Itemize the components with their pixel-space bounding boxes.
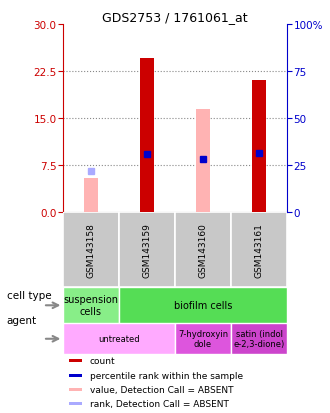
Bar [63,213,119,288]
Text: satin (indol
e-2,3-dione): satin (indol e-2,3-dione) [233,329,285,349]
Text: biofilm cells: biofilm cells [174,301,232,311]
Text: cell type: cell type [7,290,51,300]
Bar [231,213,287,288]
Text: agent: agent [7,315,37,325]
Bar [175,323,231,355]
Bar [63,288,119,323]
Bar [119,288,287,323]
Bar [69,388,82,391]
Text: suspension
cells: suspension cells [63,295,118,316]
Text: 7-hydroxyin
dole: 7-hydroxyin dole [178,329,228,349]
Bar [69,402,82,405]
Bar [69,360,82,363]
Bar [69,374,82,377]
Text: GSM143159: GSM143159 [142,223,151,278]
Bar [231,323,287,355]
Bar [63,323,175,355]
Text: GSM143160: GSM143160 [198,223,208,278]
Bar [196,109,210,213]
Bar [84,178,98,213]
Text: percentile rank within the sample: percentile rank within the sample [90,371,243,380]
Title: GDS2753 / 1761061_at: GDS2753 / 1761061_at [102,11,248,24]
Bar [119,213,175,288]
Text: GSM143158: GSM143158 [86,223,95,278]
Text: count: count [90,356,115,366]
Bar [252,81,266,213]
Text: value, Detection Call = ABSENT: value, Detection Call = ABSENT [90,385,233,394]
Text: untreated: untreated [98,335,140,344]
Text: rank, Detection Call = ABSENT: rank, Detection Call = ABSENT [90,399,228,408]
Text: GSM143161: GSM143161 [254,223,264,278]
Bar [175,213,231,288]
Bar [140,59,154,213]
